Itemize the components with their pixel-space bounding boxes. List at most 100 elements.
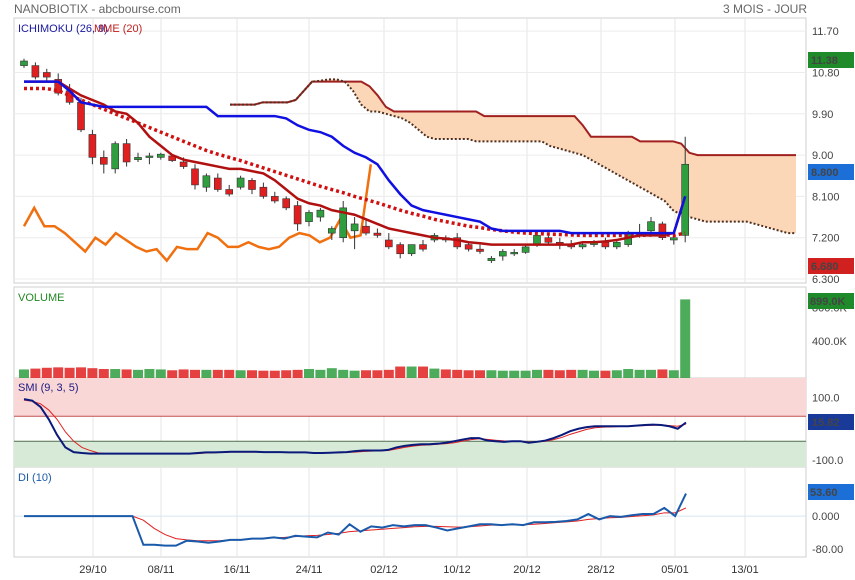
candle-body: [191, 168, 199, 186]
volume-bar: [395, 366, 406, 378]
volume-bar: [224, 369, 235, 378]
candle-body: [601, 241, 610, 248]
candle-body: [236, 177, 245, 188]
candle-body: [202, 175, 211, 188]
volume-bar: [668, 370, 679, 378]
volume-bar: [98, 369, 109, 378]
volume-bar: [429, 368, 440, 378]
price-tag-low-box: [808, 258, 854, 274]
candle-body: [77, 102, 85, 131]
volume-bar: [418, 366, 428, 378]
chikou-span-line: [22, 164, 373, 263]
volume-bar: [623, 369, 634, 378]
candle-body: [339, 207, 348, 238]
volume-bar: [190, 369, 200, 378]
candle-body: [145, 155, 154, 158]
volume-bar: [19, 369, 29, 378]
y-tick-label: 0.000: [812, 511, 840, 523]
y-tick-label: -100.0: [812, 455, 843, 467]
price-tag-last-box: [808, 164, 854, 180]
price-tag-high: 11.38: [811, 55, 838, 67]
volume-bar: [64, 367, 75, 378]
volume-bar: [475, 370, 485, 378]
volume-bar: [144, 369, 155, 378]
volume-bar: [167, 370, 178, 378]
volume-bar: [440, 369, 451, 378]
volume-bar: [372, 370, 383, 378]
y-tick-label: 10.80: [812, 67, 840, 79]
volume-bar: [121, 369, 132, 378]
volume-title: VOLUME: [18, 292, 64, 304]
volume-bar: [509, 370, 520, 378]
tenkan-line: [24, 80, 687, 246]
volume-bar: [589, 370, 599, 378]
volume-bar: [349, 370, 360, 378]
volume-bar: [201, 369, 212, 378]
volume-bar: [463, 370, 474, 378]
x-tick-label: 05/01: [661, 564, 689, 576]
candle-body: [270, 196, 279, 202]
volume-bar: [235, 370, 246, 378]
di-tag: 53.60: [810, 487, 838, 499]
volume-bar: [497, 370, 508, 378]
volume-bar: [247, 370, 257, 378]
x-tick-label: 29/10: [79, 564, 107, 576]
candle-body: [327, 228, 336, 234]
chart-source-title: NANOBIOTIX - abcbourse.com: [14, 2, 181, 16]
volume-bar: [110, 369, 121, 378]
y-tick-label: 400.0K: [812, 336, 848, 348]
smi-line: [23, 398, 687, 455]
candle-body: [498, 251, 507, 257]
candle-body: [476, 248, 484, 252]
candle-body: [669, 237, 678, 241]
y-tick-label: 9.90: [812, 109, 833, 121]
candle-body: [179, 161, 188, 167]
candle-body: [134, 157, 142, 160]
volume-bar: [30, 368, 41, 378]
smi-title: SMI (9, 3, 5): [18, 382, 79, 394]
candle-body: [111, 143, 119, 170]
candle-body: [122, 143, 131, 163]
chart-period: 3 MOIS - JOUR: [722, 2, 807, 16]
candle-body: [453, 237, 462, 248]
ichimoku-title: ICHIMOKU (26, 9): [18, 23, 108, 35]
volume-bar: [338, 369, 349, 378]
ichimoku-cloud: [230, 79, 796, 234]
candle-body: [214, 177, 222, 190]
y-tick-label: 9.00: [812, 150, 833, 162]
volume-bar: [292, 369, 303, 378]
candle-body: [20, 60, 28, 66]
candle-body: [487, 258, 496, 261]
smi-tag-box: [808, 414, 854, 430]
candle-body: [510, 252, 519, 255]
x-tick-label: 08/11: [148, 564, 175, 576]
volume-bar: [133, 369, 143, 378]
di-tag-box: [808, 484, 854, 500]
y-tick-label: -80.00: [812, 544, 843, 556]
volume-bar: [361, 370, 371, 378]
x-tick-label: 16/11: [224, 564, 251, 576]
volume-bar: [76, 367, 86, 378]
volume-bar: [155, 369, 166, 378]
x-tick-label: 24/11: [296, 564, 323, 576]
y-tick-label: 7.200: [812, 233, 840, 245]
volume-bar: [577, 369, 588, 378]
candle-body: [578, 244, 587, 248]
volume-bar: [566, 369, 577, 378]
volume-bar: [281, 370, 292, 378]
candle-body: [396, 244, 405, 255]
candle-body: [248, 180, 256, 190]
candle-body: [88, 134, 97, 158]
volume-bar: [634, 369, 645, 378]
volume-bar: [452, 369, 463, 378]
volume-bar: [258, 370, 269, 378]
candle-body: [544, 237, 553, 243]
di-line: [24, 493, 687, 547]
volume-bar: [532, 369, 542, 378]
volume-bar: [53, 367, 64, 378]
candle-body: [350, 223, 359, 232]
smi-overbought-zone: [14, 378, 806, 417]
volume-bar: [600, 370, 611, 378]
x-tick-label: 10/12: [443, 564, 471, 576]
price-tag-low: 6.680: [811, 261, 839, 273]
